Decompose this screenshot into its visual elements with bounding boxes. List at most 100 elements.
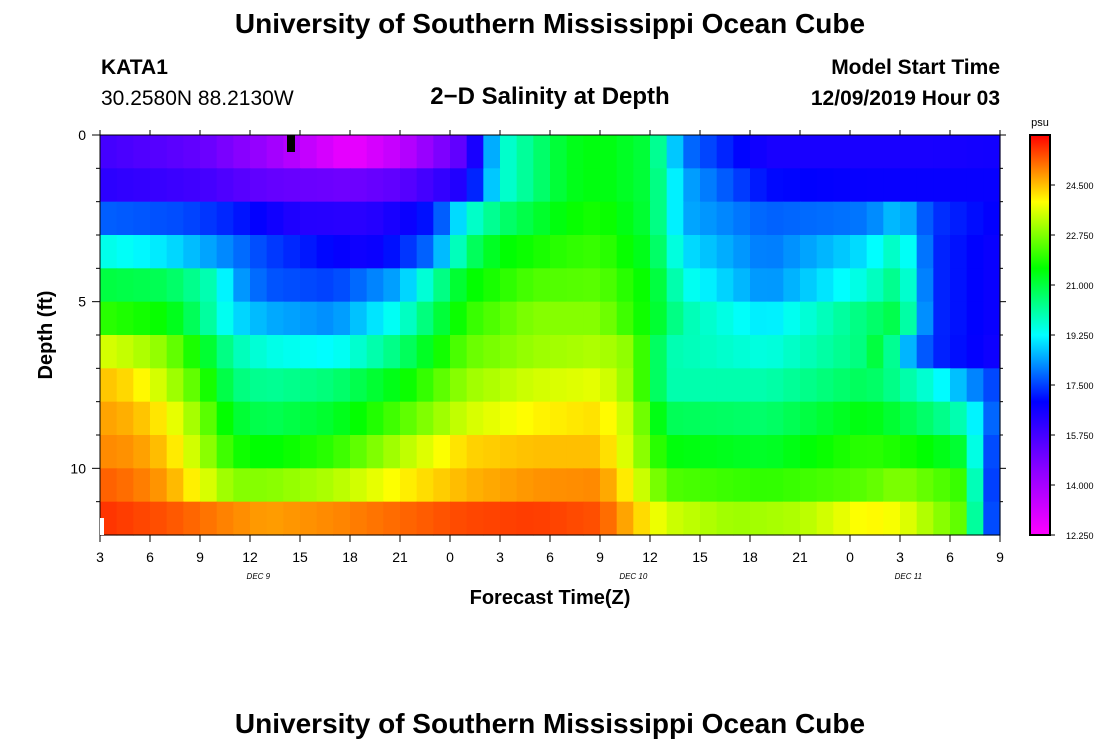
heatmap-cell [316,468,334,503]
heatmap-cell [283,368,301,403]
heatmap-cell [333,368,351,403]
heatmap-cell [616,335,634,369]
heatmap-cell [850,435,868,469]
x-tick-label: 18 [342,549,358,565]
heatmap-cell [400,501,418,536]
heatmap-cell [116,201,134,236]
heatmap-cell [966,468,984,503]
heatmap-cell [766,368,784,403]
heatmap-cell [200,268,218,303]
heatmap-cell [283,435,301,469]
heatmap-cell [166,201,184,236]
heatmap-cell [350,401,368,436]
heatmap-cell [766,135,784,169]
heatmap-cell [983,268,1001,303]
heatmap-cell [950,468,968,503]
x-tick-label: 3 [496,549,504,565]
heatmap-cell [800,501,818,536]
heatmap-cell [483,335,501,369]
heatmap-cell [416,368,434,403]
heatmap-cell [133,168,151,203]
heatmap-cell [566,168,584,203]
heatmap-cell [550,335,568,369]
heatmap-cell [833,201,851,236]
heatmap-cell [650,401,668,436]
heatmap-cell [933,468,951,503]
heatmap-cell [916,301,934,336]
heatmap-cell [750,401,768,436]
x-tick-label: 3 [96,549,104,565]
heatmap-cell [533,401,551,436]
heatmap-cell [300,435,318,469]
heatmap-cell [350,201,368,236]
heatmap-cell [666,468,684,503]
heatmap-cell [716,268,734,303]
heatmap-cell [183,168,201,203]
heatmap-cell [966,335,984,369]
heatmap-cell [666,235,684,269]
heatmap-cell [383,235,401,269]
heatmap-cell [250,235,268,269]
heatmap-cell [500,235,518,269]
heatmap-cell [500,135,518,169]
heatmap-cell [833,135,851,169]
heatmap-cell [733,468,751,503]
heatmap-cell [983,201,1001,236]
heatmap-cell [733,501,751,536]
heatmap-cell [150,368,168,403]
heatmap-cell [216,401,234,436]
heatmap-cell [450,435,468,469]
heatmap-cell [916,268,934,303]
colorbar-gradient [1029,134,1051,536]
heatmap-cell [133,135,151,169]
heatmap-cell [800,201,818,236]
heatmap-cell [633,135,651,169]
heatmap-cell [133,268,151,303]
heatmap-cell [733,268,751,303]
heatmap-cell [816,235,834,269]
heatmap-cell [533,268,551,303]
heatmap-cell [516,235,534,269]
colorbar-tick-label: 14.000 [1066,481,1094,491]
heatmap-cell [383,368,401,403]
heatmap-cell [466,201,484,236]
heatmap-cell [916,168,934,203]
heatmap-cell [683,301,701,336]
heatmap-cell [333,301,351,336]
heatmap-cell [616,501,634,536]
heatmap-cell [850,368,868,403]
heatmap-cell [150,168,168,203]
heatmap-cell [933,435,951,469]
heatmap-cell [616,168,634,203]
heatmap-cell [883,335,901,369]
heatmap-cell [483,235,501,269]
heatmap-cell [583,235,601,269]
heatmap-cell [316,501,334,536]
heatmap-cell [250,268,268,303]
heatmap-cell [366,335,384,369]
heatmap-cell [866,268,884,303]
heatmap-cell [783,401,801,436]
heatmap-cell [183,135,201,169]
heatmap-cell [100,468,118,503]
heatmap-cell [500,168,518,203]
station-coordinates: 30.2580N 88.2130W [101,87,294,110]
heatmap-cell [700,401,718,436]
heatmap-cell [633,368,651,403]
heatmap-cell [416,268,434,303]
heatmap-cell [116,301,134,336]
heatmap-cell [316,368,334,403]
heatmap-cell [516,335,534,369]
heatmap-cell [550,468,568,503]
heatmap-cell [683,468,701,503]
heatmap-cell [200,301,218,336]
heatmap-cell [733,235,751,269]
heatmap-cell [650,301,668,336]
heatmap-cell [433,201,451,236]
heatmap-cell [333,135,351,169]
heatmap-cell [266,501,284,536]
heatmap-cell [316,235,334,269]
heatmap-cell [966,368,984,403]
heatmap-cell [616,435,634,469]
heatmap-cell [550,401,568,436]
